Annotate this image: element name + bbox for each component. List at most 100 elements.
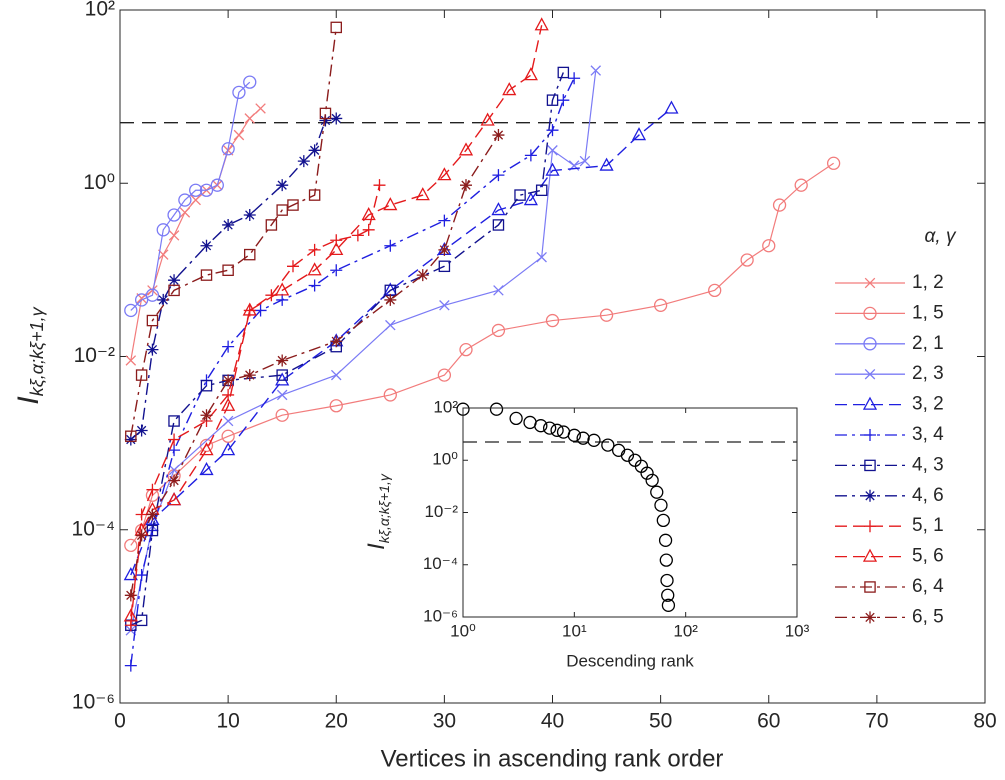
marker <box>661 598 676 612</box>
marker <box>308 243 321 256</box>
x-tick-label: 10¹ <box>562 621 587 640</box>
marker <box>864 611 876 624</box>
marker <box>146 314 159 327</box>
y-tick-label: 10⁻⁶ <box>423 606 458 625</box>
legend: 1, 2 1, 5 2, 1 2, 3 3, 2 3, 4 4, 3 4, 6 5, 1 5, 6… <box>835 272 944 627</box>
marker <box>200 409 213 422</box>
marker <box>599 157 614 171</box>
marker <box>124 659 137 672</box>
marker <box>135 569 148 582</box>
legend-label: 6, 4 <box>912 576 944 597</box>
marker <box>863 337 877 351</box>
x-tick-label: 50 <box>649 710 672 733</box>
marker <box>276 293 289 306</box>
marker <box>620 448 635 462</box>
marker <box>319 114 332 127</box>
legend-label: 2, 3 <box>912 363 944 384</box>
marker <box>244 113 256 124</box>
marker <box>460 179 472 192</box>
marker <box>199 461 214 476</box>
y-tick-label: 10⁻⁶ <box>72 691 115 714</box>
marker <box>210 178 224 192</box>
marker <box>351 229 364 242</box>
marker <box>199 183 214 197</box>
marker <box>493 285 504 296</box>
marker <box>124 433 137 446</box>
y-tick-label: 10² <box>433 397 458 416</box>
inset-chart: 10⁰ 10¹ 10² 10³ 10⁻⁶ 10⁻⁴ 10⁻² 10⁰ 10² <box>423 397 810 640</box>
marker <box>146 508 159 521</box>
marker <box>243 248 256 261</box>
marker <box>458 142 474 156</box>
marker <box>199 442 214 456</box>
marker <box>167 208 181 222</box>
marker <box>330 21 342 34</box>
marker <box>232 85 246 100</box>
marker <box>492 169 505 182</box>
marker <box>319 107 332 120</box>
legend-label: 5, 6 <box>912 546 944 567</box>
marker <box>233 129 245 141</box>
marker <box>242 302 257 316</box>
marker <box>276 389 288 401</box>
series-line <box>130 81 251 311</box>
marker <box>329 241 344 256</box>
marker <box>330 264 343 277</box>
marker <box>546 94 559 106</box>
marker <box>308 144 321 157</box>
marker <box>156 223 170 237</box>
marker <box>661 588 675 602</box>
series-line <box>130 25 543 617</box>
marker <box>222 415 234 427</box>
marker <box>221 397 236 411</box>
legend-label: 2, 1 <box>912 333 944 354</box>
marker <box>864 581 876 593</box>
marker <box>416 269 429 282</box>
marker <box>660 573 674 588</box>
marker <box>222 218 235 231</box>
marker <box>489 402 504 416</box>
series-line <box>130 77 575 666</box>
marker <box>459 342 473 357</box>
marker <box>200 379 213 392</box>
legend-label: 4, 6 <box>912 485 944 506</box>
marker <box>276 179 289 192</box>
marker <box>492 129 505 142</box>
marker <box>534 17 549 31</box>
legend-title: α, γ <box>925 226 957 247</box>
legend-label: 1, 5 <box>912 302 944 323</box>
legend-label: 4, 3 <box>912 454 944 475</box>
marker <box>384 239 397 252</box>
x-tick-label: 70 <box>865 710 888 733</box>
marker <box>265 219 278 231</box>
marker <box>547 145 558 156</box>
marker <box>275 282 290 296</box>
marker <box>124 589 137 602</box>
series-line <box>130 70 597 631</box>
marker <box>135 424 148 437</box>
marker <box>650 485 664 499</box>
marker <box>439 300 450 311</box>
marker <box>654 498 668 512</box>
marker <box>438 214 451 227</box>
marker <box>864 429 876 441</box>
marker <box>534 419 548 433</box>
marker <box>275 408 289 422</box>
series-line <box>130 162 834 546</box>
series-line <box>130 72 564 626</box>
marker <box>200 269 213 281</box>
x-tick-label: 10³ <box>785 621 810 640</box>
inset-x-label: Descending rank <box>566 651 694 670</box>
marker <box>125 355 137 366</box>
legend-label: 3, 2 <box>912 394 944 415</box>
y-label-main: I <box>12 396 45 404</box>
marker <box>123 567 138 581</box>
x-tick-label: 10 <box>216 710 239 733</box>
legend-label: 5, 1 <box>912 515 944 536</box>
marker <box>545 162 560 176</box>
marker <box>145 288 160 302</box>
y-tick-label: 10⁻² <box>424 502 458 521</box>
marker <box>146 343 159 356</box>
inset-background <box>463 408 797 617</box>
